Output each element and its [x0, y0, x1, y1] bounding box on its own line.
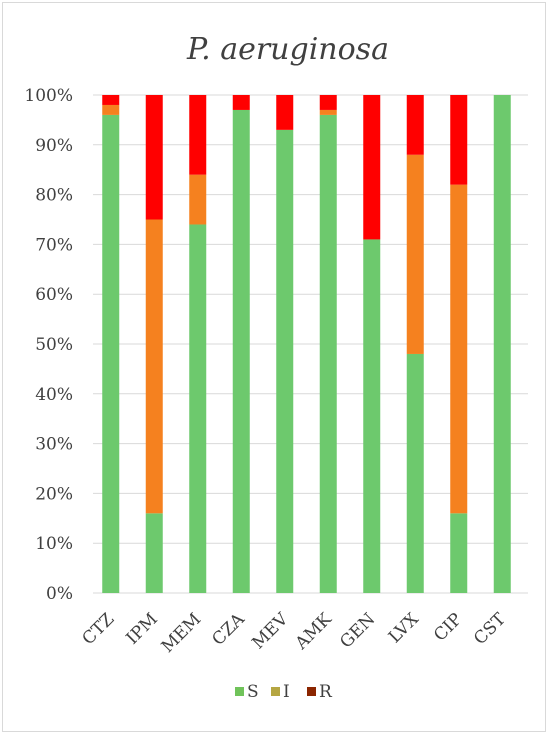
bar-segment-i — [319, 109, 337, 115]
bar-segment-s — [406, 353, 424, 593]
bar-segment-i — [102, 104, 120, 115]
chart-title: P. aeruginosa — [186, 32, 389, 67]
x-tick-label: LVX — [385, 609, 424, 648]
legend-swatch-r — [307, 687, 316, 696]
bar-segment-s — [102, 114, 120, 594]
bars — [102, 95, 511, 594]
y-tick-label: 70% — [35, 235, 73, 255]
bar-segment-r — [363, 95, 381, 240]
y-tick-label: 60% — [35, 285, 73, 305]
bar-segment-i — [450, 184, 468, 514]
legend-label: R — [319, 682, 333, 702]
x-tick-label: CTZ — [79, 609, 119, 649]
y-tick-label: 40% — [35, 385, 73, 405]
bar-segment-s — [450, 513, 468, 593]
y-tick-label: 90% — [35, 136, 73, 156]
bar-segment-s — [276, 129, 294, 594]
y-tick-label: 30% — [35, 435, 73, 455]
y-tick-label: 20% — [35, 484, 73, 504]
legend-label: S — [247, 682, 259, 702]
x-tick-label: MEV — [248, 609, 292, 653]
x-tick-label: MEM — [158, 609, 206, 657]
bar-segment-s — [145, 513, 163, 593]
bar-segment-s — [232, 109, 250, 593]
bar-segment-s — [363, 239, 381, 594]
x-tick-label: CIP — [430, 609, 466, 645]
bar-segment-s — [189, 224, 207, 594]
y-tick-label: 100% — [24, 86, 73, 106]
bar-segment-i — [189, 174, 207, 225]
bar-segment-i — [145, 219, 163, 514]
y-tick-label: 50% — [35, 335, 73, 355]
y-tick-label: 10% — [35, 534, 73, 554]
bar-segment-r — [102, 95, 120, 105]
x-tick-label: IPM — [122, 609, 161, 648]
y-tick-label: 0% — [46, 584, 73, 604]
x-tick-label: AMK — [291, 609, 336, 654]
legend-swatch-s — [235, 687, 244, 696]
y-tick-label: 80% — [35, 186, 73, 206]
bar-segment-r — [189, 95, 207, 175]
bar-segment-s — [319, 114, 337, 594]
bar-segment-r — [450, 95, 468, 185]
y-axis-ticks: 0% 10% 20% 30% 40% 50% 60% 70% 80% 90% 100% — [24, 86, 73, 604]
legend-swatch-i — [271, 687, 280, 696]
x-tick-label: CZA — [208, 609, 249, 650]
legend-label: I — [283, 682, 290, 702]
bar-segment-r — [232, 95, 250, 110]
x-tick-label: GEN — [336, 609, 379, 652]
bar-segment-i — [406, 154, 424, 354]
bar-segment-r — [319, 95, 337, 110]
bar-segment-r — [276, 95, 294, 130]
bar-segment-r — [145, 95, 163, 220]
bar-segment-r — [406, 95, 424, 155]
bar-segment-s — [493, 95, 511, 593]
stacked-bar-chart: P. aeruginosa 0% 10% 20% 30% 40% 50% 60% 70% 80%… — [24, 32, 528, 702]
x-tick-label: CST — [470, 609, 510, 649]
